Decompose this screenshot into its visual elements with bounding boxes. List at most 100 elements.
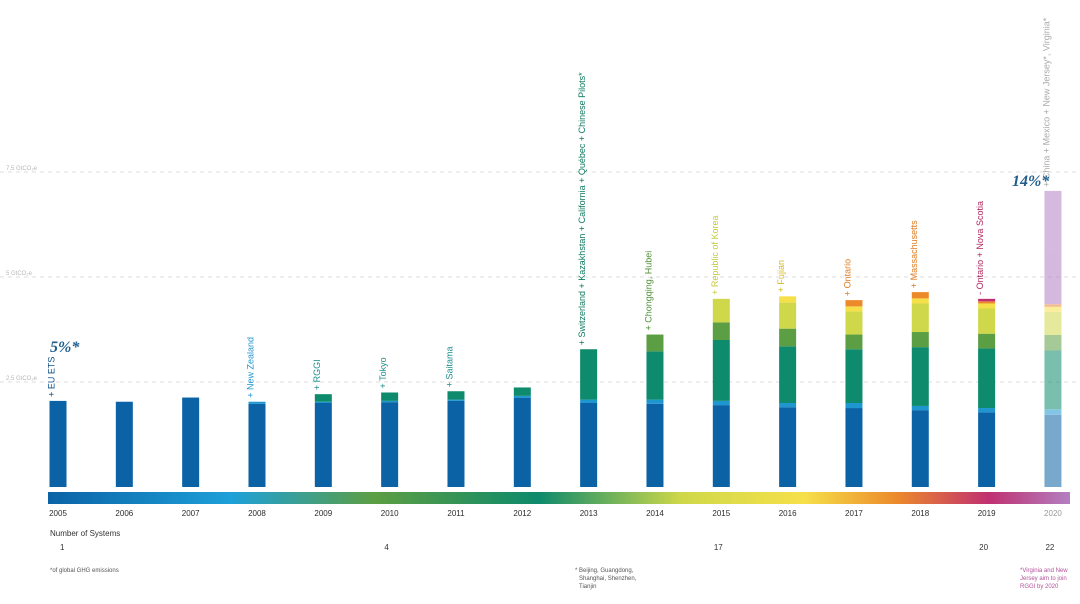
year-labels: 2005 2006 2007 2008 2009 2010 2011 2012 2013 2014…	[49, 509, 1062, 518]
bar-segment	[580, 349, 598, 400]
y-tick-label: 7.5 GtCO₂e	[6, 166, 38, 172]
bar-segment	[712, 298, 730, 323]
bar-segment	[314, 401, 332, 403]
y-tick-label: 2.5 GtCO₂e	[6, 376, 38, 382]
bar-segment	[712, 400, 730, 406]
bar-segment	[513, 387, 531, 396]
gridlines	[0, 171, 1078, 383]
bar-stack-2018	[911, 292, 929, 487]
x-tick-label: 2015	[712, 509, 730, 518]
bar-stack-2007	[182, 397, 200, 487]
bar-stack-2009	[314, 394, 332, 487]
bar-stack-2014	[646, 334, 664, 487]
bar-segment	[978, 333, 996, 349]
footnote-line: Jersey aim to join	[1020, 576, 1067, 582]
bar-segment	[978, 298, 996, 302]
x-tick-label: 2008	[248, 509, 266, 518]
bar-segment	[911, 410, 929, 487]
bar-segment	[911, 347, 929, 406]
bar-segment	[911, 405, 929, 411]
bar-segment	[779, 302, 797, 329]
bar-segment	[646, 351, 664, 400]
bar-segment	[49, 400, 67, 487]
bar-segment	[779, 328, 797, 347]
annotation-label: + New Zealand	[245, 337, 255, 398]
bar-segment	[381, 402, 399, 487]
bar-segment	[447, 399, 465, 401]
bar-stack-2011	[447, 391, 465, 487]
systems-label: Number of Systems	[50, 529, 120, 538]
y-axis-ticks: 7.5 GtCO₂e 5 GtCO₂e 2.5 GtCO₂e	[6, 166, 38, 382]
annotation-label: + Ontario	[842, 259, 852, 296]
bar-stack-2017	[845, 300, 863, 487]
bar-segment	[779, 407, 797, 487]
bar-segment	[911, 292, 929, 299]
bar-segment	[447, 400, 465, 487]
bar-segment	[646, 403, 664, 487]
bar-segment	[1044, 334, 1062, 351]
annotation-label: + Republic of Korea	[710, 216, 720, 295]
x-tick-label: 2007	[182, 509, 200, 518]
bar-segment	[580, 403, 598, 487]
x-tick-label: 2017	[845, 509, 863, 518]
share-label: 5%*	[50, 339, 80, 356]
bar-segment	[911, 303, 929, 333]
bar-segment	[911, 298, 929, 304]
systems-value: 20	[979, 543, 988, 552]
annotation-label: + China + Mexico + New Jersey*, Virginia…	[1041, 17, 1051, 187]
bar-segment	[911, 332, 929, 348]
bar-segment	[779, 346, 797, 403]
bar-segment	[1044, 311, 1062, 335]
share-labels: 5%* 14%*	[50, 173, 1050, 356]
bar-segment	[712, 340, 730, 401]
bar-segment	[1044, 414, 1062, 487]
bar-segment	[1044, 190, 1062, 305]
bar-segment	[845, 306, 863, 312]
bar-segment	[845, 403, 863, 409]
bar-segment	[845, 311, 863, 335]
bar-stack-2006	[115, 401, 133, 487]
bar-segment	[1044, 409, 1062, 415]
annotation-label: + Switzerland + Kazakhstan + California …	[577, 72, 587, 345]
bar-segment	[646, 334, 664, 352]
footnote-right: *Virginia and New Jersey aim to join RGGI …	[1020, 568, 1068, 590]
bars	[49, 190, 1062, 487]
share-label: 14%*	[1012, 173, 1050, 190]
x-tick-label: 2006	[115, 509, 133, 518]
x-tick-label: 2020	[1044, 509, 1062, 518]
x-tick-label: 2011	[447, 509, 465, 518]
footnote-left: *of global GHG emissions	[50, 568, 119, 574]
systems-value: 22	[1045, 543, 1054, 552]
x-tick-label: 2013	[580, 509, 598, 518]
bar-stack-2019	[978, 298, 996, 487]
bar-stack-2013	[580, 349, 598, 487]
bar-stack-2012	[513, 387, 531, 487]
year-gradient-band	[48, 492, 1070, 504]
bar-segment	[513, 397, 531, 487]
x-tick-label: 2019	[978, 509, 996, 518]
x-tick-label: 2005	[49, 509, 67, 518]
footnote-line: * Beijing, Guangdong,	[575, 568, 634, 574]
footnote-line: Shanghai, Shenzhen,	[579, 576, 637, 582]
x-tick-label: 2018	[911, 509, 929, 518]
bar-segment	[1044, 306, 1062, 312]
footnote-line: *Virginia and New	[1020, 568, 1068, 574]
bar-stack-2015	[712, 298, 730, 487]
bar-segment	[845, 334, 863, 350]
annotation-label: + RGGI	[312, 359, 322, 390]
systems-value: 17	[714, 543, 723, 552]
bar-stack-2016	[779, 296, 797, 487]
bar-segment	[248, 401, 266, 404]
bar-segment	[580, 399, 598, 403]
annotation-label: + EU ETS	[47, 357, 57, 397]
y-tick-label: 5 GtCO₂e	[6, 271, 33, 277]
bar-segment	[447, 391, 465, 400]
bar-segment	[1044, 350, 1062, 410]
systems-value: 4	[384, 543, 389, 552]
x-tick-label: 2012	[513, 509, 531, 518]
x-tick-label: 2014	[646, 509, 664, 518]
bar-segment	[513, 395, 531, 398]
annotation-label: + Saitama	[444, 346, 454, 387]
bar-segment	[978, 303, 996, 309]
bar-segment	[779, 296, 797, 303]
